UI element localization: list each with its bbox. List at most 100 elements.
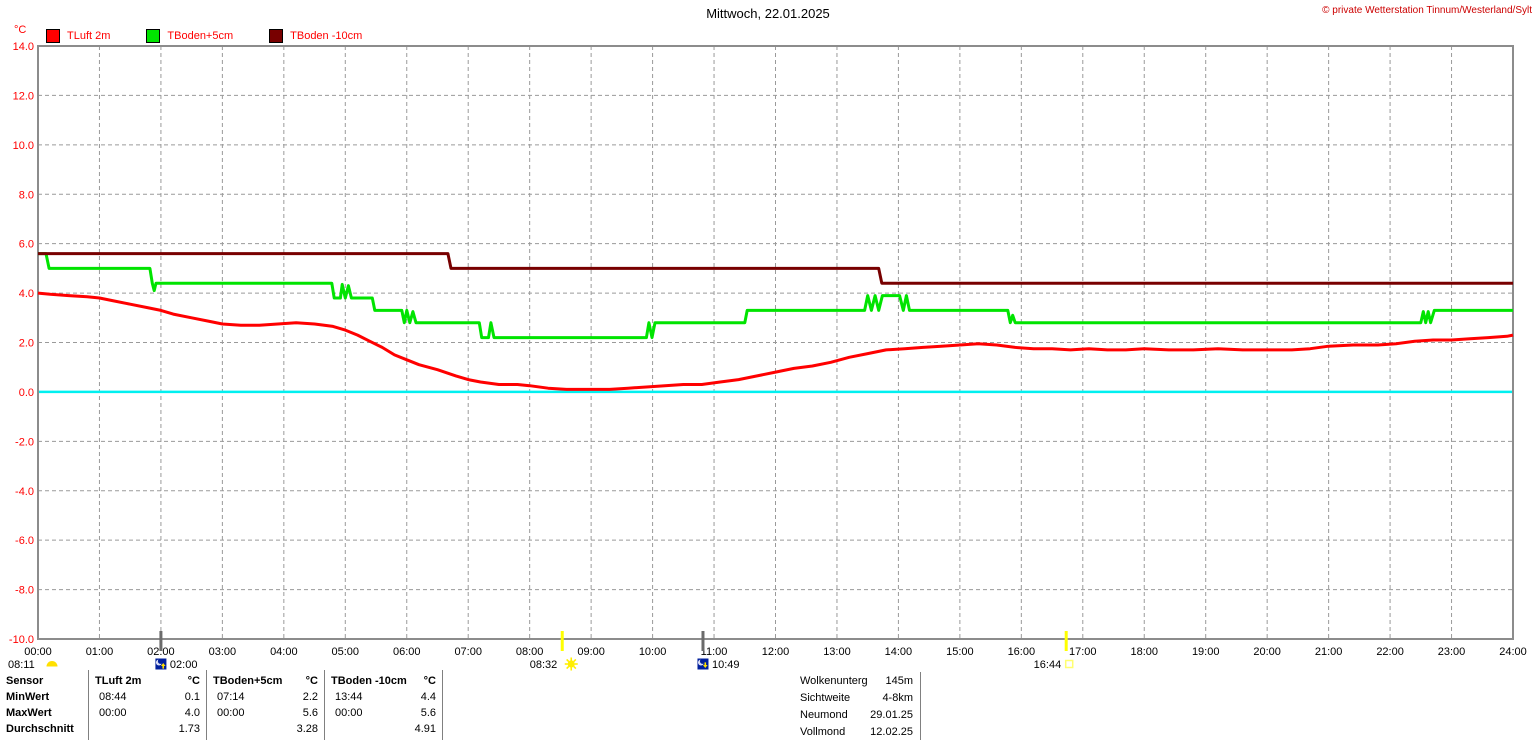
max-value: 5.6 xyxy=(420,707,436,719)
info-value: 4-8km xyxy=(882,691,913,704)
y-tick-label: -10.0 xyxy=(9,634,34,646)
sensor-name: TBoden -10cm xyxy=(331,675,407,687)
min-value: 4.4 xyxy=(420,691,436,703)
x-tick-label: 04:00 xyxy=(270,646,298,658)
sunrise-time-label: 08:11 xyxy=(8,659,35,671)
legend: TLuft 2m TBoden+5cm TBoden -10cm xyxy=(46,29,362,43)
min-time: 07:14 xyxy=(217,691,245,703)
min-time: 08:44 xyxy=(99,691,127,703)
y-tick-label: -6.0 xyxy=(15,535,34,547)
info-value: 29.01.25 xyxy=(870,708,913,721)
x-tick-label: 17:00 xyxy=(1069,646,1097,658)
y-tick-label: 2.0 xyxy=(19,338,34,350)
sun-icon xyxy=(564,657,578,671)
max-time: 00:00 xyxy=(335,707,363,719)
moonset-time-label: 10:49 xyxy=(712,659,740,671)
info-row-fullmoon: Vollmond 12.02.25 xyxy=(800,723,913,740)
info-label: Sichtweite xyxy=(800,691,851,704)
avg-value: 4.91 xyxy=(414,723,436,735)
legend-label: TBoden -10cm xyxy=(290,30,363,42)
avg-value: 1.73 xyxy=(178,723,200,735)
stats-row-label-avg: Durchschnitt xyxy=(6,723,74,735)
stats-max-row: 00:00 4.0 xyxy=(95,705,200,721)
sunset-axis-tick xyxy=(1064,631,1068,651)
stats-col-header: TBoden+5cm °C xyxy=(213,673,318,689)
x-tick-label: 03:00 xyxy=(209,646,237,658)
x-tick-label: 24:00 xyxy=(1499,646,1527,658)
stats-col-header: TLuft 2m °C xyxy=(95,673,200,689)
legend-label: TBoden+5cm xyxy=(167,30,234,42)
stats-avg-row: 3.28 xyxy=(213,721,318,737)
info-row-newmoon: Neumond 29.01.25 xyxy=(800,706,913,723)
moonrise-icon xyxy=(155,658,167,670)
sensor-name: TLuft 2m xyxy=(95,675,142,687)
stats-avg-row: 4.91 xyxy=(331,721,436,737)
max-value: 5.6 xyxy=(302,707,318,719)
sunset-icon xyxy=(1064,659,1074,669)
info-value: 145m xyxy=(885,674,913,687)
stats-max-row: 00:00 5.6 xyxy=(213,705,318,721)
y-tick-label: 6.0 xyxy=(19,239,34,251)
max-value: 4.0 xyxy=(184,707,200,719)
moonrise-axis-tick xyxy=(159,631,163,651)
x-tick-label: 09:00 xyxy=(577,646,605,658)
stats-corner-label: Sensor xyxy=(6,675,44,687)
x-tick-label: 23:00 xyxy=(1438,646,1466,658)
stats-max-row: 00:00 5.6 xyxy=(331,705,436,721)
sensor-unit: °C xyxy=(305,675,318,687)
x-tick-label: 15:00 xyxy=(946,646,974,658)
sunrise-event-marker: 08:11 xyxy=(8,659,58,671)
moonset-icon xyxy=(697,658,709,670)
stats-col-tboden-10cm: TBoden -10cm °C 13:44 4.4 00:00 5.6 4.91 xyxy=(325,670,443,740)
series-tluft-2m xyxy=(37,291,1514,391)
copyright-notice: © private Wetterstation Tinnum/Westerlan… xyxy=(1322,5,1532,16)
series-tboden-10cm xyxy=(38,252,1513,285)
y-tick-label: -2.0 xyxy=(15,436,34,448)
stats-min-row: 07:14 2.2 xyxy=(213,689,318,705)
x-tick-label: 13:00 xyxy=(823,646,851,658)
y-tick-label: -8.0 xyxy=(15,585,34,597)
max-time: 00:00 xyxy=(217,707,245,719)
tboden-5cm-swatch-icon xyxy=(146,29,161,43)
stats-row-label-max: MaxWert xyxy=(6,707,52,719)
stats-min-row: 13:44 4.4 xyxy=(331,689,436,705)
min-value: 0.1 xyxy=(184,691,200,703)
stats-avg-row: 1.73 xyxy=(95,721,200,737)
info-label: Vollmond xyxy=(800,725,846,738)
x-tick-label: 06:00 xyxy=(393,646,421,658)
x-tick-label: 07:00 xyxy=(454,646,482,658)
x-tick-label: 05:00 xyxy=(332,646,360,658)
sunset-event-marker: 16:44 xyxy=(1034,631,1074,671)
x-tick-label: 22:00 xyxy=(1376,646,1404,658)
info-row-visibility: Sichtweite 4-8km xyxy=(800,689,913,706)
tboden-10cm-swatch-icon xyxy=(269,29,284,43)
stats-row-label-min: MinWert xyxy=(6,691,50,703)
moonrise-event-marker: 02:00 xyxy=(155,631,197,671)
sun-time-label: 08:32 xyxy=(530,659,558,671)
plot-frame xyxy=(37,45,1514,640)
sensor-name: TBoden+5cm xyxy=(213,675,283,687)
sunset-time-label: 16:44 xyxy=(1034,659,1062,671)
legend-item-tluft-2m: TLuft 2m xyxy=(46,29,110,43)
y-tick-label: 10.0 xyxy=(13,140,34,152)
max-time: 00:00 xyxy=(99,707,127,719)
x-tick-label: 19:00 xyxy=(1192,646,1220,658)
moonrise-time-label: 02:00 xyxy=(170,659,198,671)
stats-col-tluft-2m: TLuft 2m °C 08:44 0.1 00:00 4.0 1.73 xyxy=(89,670,207,740)
legend-item-tboden-5cm: TBoden+5cm xyxy=(146,29,233,43)
stats-table: Sensor MinWert MaxWert Durchschnitt TLuf… xyxy=(0,670,443,740)
sun-event-marker: 08:32 xyxy=(530,631,578,671)
min-value: 2.2 xyxy=(302,691,318,703)
stats-min-row: 08:44 0.1 xyxy=(95,689,200,705)
legend-label: TLuft 2m xyxy=(67,30,111,42)
info-label: Neumond xyxy=(800,708,848,721)
y-tick-label: 4.0 xyxy=(19,288,34,300)
sunrise-icon xyxy=(46,661,58,667)
x-tick-label: 08:00 xyxy=(516,646,544,658)
sensor-unit: °C xyxy=(187,675,200,687)
page-title: Mittwoch, 22.01.2025 xyxy=(706,6,830,21)
stats-row-labels: Sensor MinWert MaxWert Durchschnitt xyxy=(0,670,89,740)
x-tick-label: 18:00 xyxy=(1130,646,1158,658)
legend-item-tboden-10cm: TBoden -10cm xyxy=(269,29,362,43)
x-tick-label: 20:00 xyxy=(1253,646,1281,658)
